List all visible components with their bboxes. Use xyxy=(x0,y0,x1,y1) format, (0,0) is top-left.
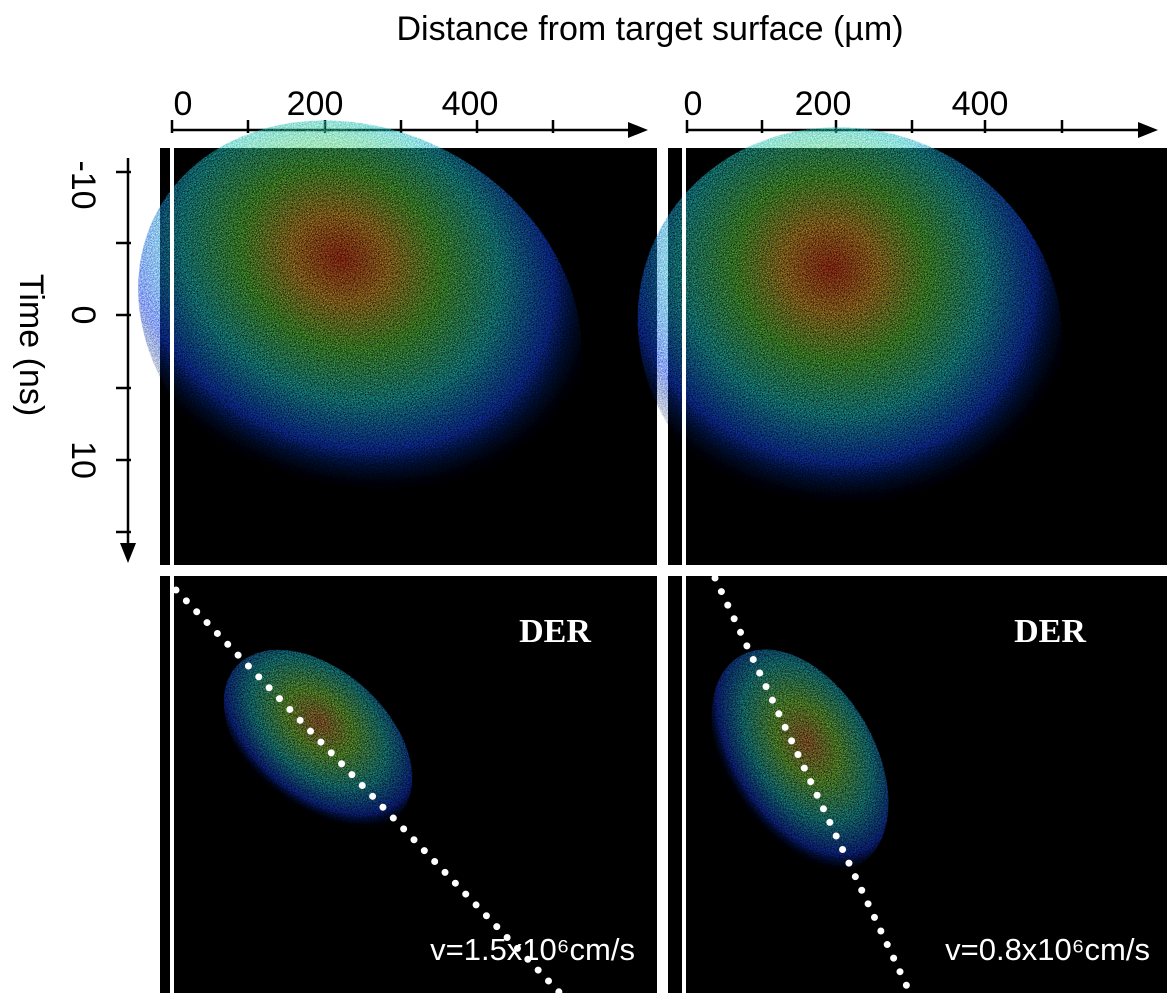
x-axis-left: 0 200 400 xyxy=(170,85,648,138)
y-axis: -10 0 10 Time (ns) xyxy=(12,158,136,563)
panel-label: DER xyxy=(519,613,591,650)
x-tick-label: 200 xyxy=(287,85,344,123)
y-tick-label: 0 xyxy=(64,306,102,325)
velocity-label: v=1.5x10⁶cm/s xyxy=(430,932,635,967)
x-tick-label: 400 xyxy=(442,85,499,123)
y-tick-label: -10 xyxy=(64,160,102,209)
x-axis-right: 0 200 400 xyxy=(684,85,1158,138)
panel-bottom-left: DER v=1.5x10⁶cm/s xyxy=(160,576,657,993)
panel-top-left xyxy=(138,120,657,565)
figure-title: Distance from target surface (µm) xyxy=(396,10,903,48)
panel-label: DER xyxy=(1014,613,1086,650)
panel-top-right xyxy=(637,127,1167,565)
y-tick-label: 10 xyxy=(64,441,102,479)
x-tick-label: 0 xyxy=(174,85,193,123)
panel-bottom-right: DER v=0.8x10⁶cm/s xyxy=(668,574,1167,993)
velocity-label: v=0.8x10⁶cm/s xyxy=(945,932,1150,967)
x-tick-label: 200 xyxy=(795,85,852,123)
y-axis-label: Time (ns) xyxy=(12,274,50,416)
x-tick-label: 0 xyxy=(684,85,703,123)
x-tick-label: 400 xyxy=(952,85,1009,123)
